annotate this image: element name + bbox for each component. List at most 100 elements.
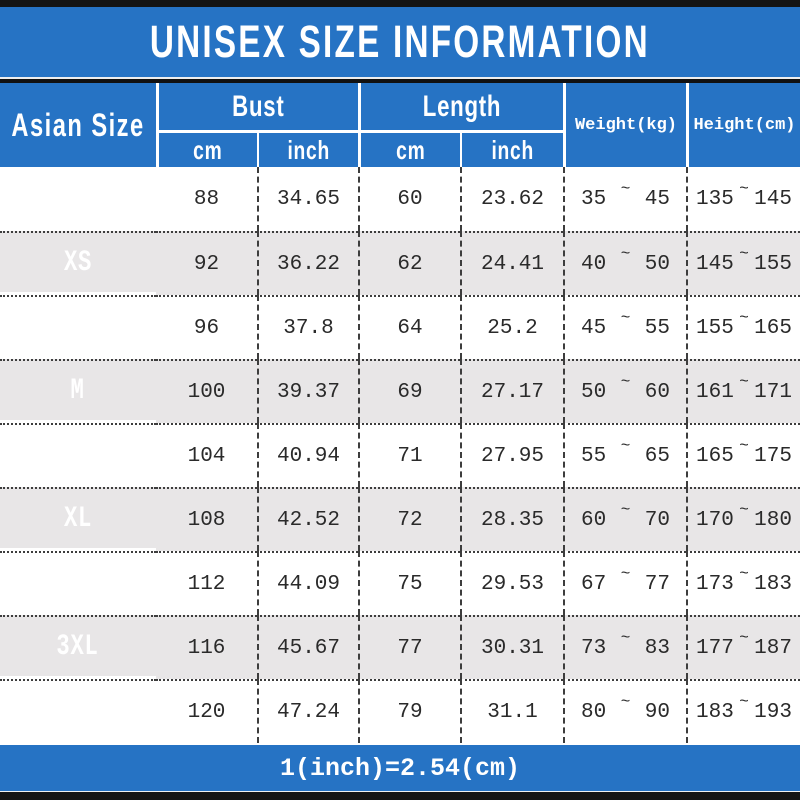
length-cm-cell: 72: [358, 487, 460, 551]
length-inch-cell: 27.17: [460, 359, 563, 423]
length-cm-cell: 69: [358, 359, 460, 423]
conversion-note: 1(inch)=2.54(cm): [279, 753, 521, 783]
size-cell: S: [0, 295, 156, 359]
bust-cm-cell: 96: [156, 295, 257, 359]
header-bust-group: Bust: [156, 83, 358, 130]
bust-cm-cell: 88: [156, 167, 257, 231]
tilde-glyph: ~: [739, 180, 749, 198]
weight-cell: 55 ~65: [563, 423, 686, 487]
tilde-glyph: ~: [620, 245, 631, 263]
bust-inch-cell: 34.65: [257, 167, 358, 231]
table-row-m: M 100 39.37 69 27.17 50 ~60 161 ~171: [0, 359, 800, 423]
table-row-l: L 104 40.94 71 27.95 55 ~65 165 ~175: [0, 423, 800, 487]
tilde-glyph: ~: [620, 373, 631, 391]
bust-inch-cell: 39.37: [257, 359, 358, 423]
tilde-glyph: ~: [620, 180, 631, 198]
weight-cell: 80 ~90: [563, 679, 686, 743]
length-cm-cell: 62: [358, 231, 460, 295]
tilde-glyph: ~: [739, 309, 749, 327]
bust-cm-cell: 108: [156, 487, 257, 551]
header-bust-inch: inch: [257, 130, 358, 167]
size-cell: XXL: [0, 551, 156, 615]
conversion-note-bar: 1(inch)=2.54(cm): [0, 743, 800, 791]
length-inch-cell: 31.1: [460, 679, 563, 743]
length-cm-cell: 64: [358, 295, 460, 359]
length-cm-cell: 79: [358, 679, 460, 743]
weight-cell: 40 ~50: [563, 231, 686, 295]
bust-cm-cell: 100: [156, 359, 257, 423]
length-cm-cell: 77: [358, 615, 460, 679]
size-cell: L: [0, 423, 156, 487]
tilde-glyph: ~: [739, 565, 749, 583]
weight-cell: 50 ~60: [563, 359, 686, 423]
tilde-glyph: ~: [620, 309, 631, 327]
header-asian-size: Asian Size: [11, 106, 145, 143]
table-row-xxs: XXS 88 34.65 60 23.62 35 ~45 135 ~145: [0, 167, 800, 231]
bust-inch-cell: 37.8: [257, 295, 358, 359]
bust-inch-cell: 36.22: [257, 231, 358, 295]
weight-cell: 45 ~55: [563, 295, 686, 359]
tilde-glyph: ~: [739, 245, 749, 263]
table-row-s: S 96 37.8 64 25.2 45 ~55 155 ~165: [0, 295, 800, 359]
bust-cm-cell: 92: [156, 231, 257, 295]
length-inch-cell: 25.2: [460, 295, 563, 359]
length-inch-cell: 27.95: [460, 423, 563, 487]
height-cell: 173 ~183: [686, 551, 800, 615]
weight-cell: 67 ~77: [563, 551, 686, 615]
title-banner: UNISEX SIZE INFORMATION: [0, 7, 800, 77]
size-cell: XL: [0, 487, 156, 551]
length-inch-cell: 28.35: [460, 487, 563, 551]
bust-cm-cell: 116: [156, 615, 257, 679]
tilde-glyph: ~: [739, 501, 749, 519]
tilde-glyph: ~: [620, 437, 631, 455]
bust-cm-cell: 112: [156, 551, 257, 615]
bust-cm-cell: 104: [156, 423, 257, 487]
height-cell: 161 ~171: [686, 359, 800, 423]
length-cm-cell: 60: [358, 167, 460, 231]
table-row-xxl: XXL 112 44.09 75 29.53 67 ~77 173 ~183: [0, 551, 800, 615]
length-cm-cell: 71: [358, 423, 460, 487]
size-cell: XS: [0, 231, 156, 295]
bust-cm-cell: 120: [156, 679, 257, 743]
table-row-4xl: 4XL 120 47.24 79 31.1 80 ~90 183 ~193: [0, 679, 800, 743]
header-bust-cm: cm: [156, 130, 257, 167]
tilde-glyph: ~: [620, 501, 631, 519]
bust-inch-cell: 45.67: [257, 615, 358, 679]
bust-inch-cell: 44.09: [257, 551, 358, 615]
bust-inch-cell: 40.94: [257, 423, 358, 487]
weight-cell: 60 ~70: [563, 487, 686, 551]
header-length-inch: inch: [460, 130, 563, 167]
tilde-glyph: ~: [739, 693, 749, 711]
header-length-cm: cm: [358, 130, 460, 167]
length-inch-cell: 23.62: [460, 167, 563, 231]
length-cm-cell: 75: [358, 551, 460, 615]
table-header: Asian Size Bust Length Weight(kg) Height…: [0, 83, 800, 167]
bust-inch-cell: 47.24: [257, 679, 358, 743]
tilde-glyph: ~: [620, 693, 631, 711]
header-height: Height(cm): [686, 83, 800, 167]
bottom-black-strip: [0, 791, 800, 800]
length-inch-cell: 24.41: [460, 231, 563, 295]
table-row-3xl: 3XL 116 45.67 77 30.31 73 ~83 177 ~187: [0, 615, 800, 679]
size-cell: 4XL: [0, 679, 156, 743]
height-cell: 145 ~155: [686, 231, 800, 295]
table-row-xs: XS 92 36.22 62 24.41 40 ~50 145 ~155: [0, 231, 800, 295]
size-cell: M: [0, 359, 156, 423]
header-weight: Weight(kg): [563, 83, 686, 167]
length-inch-cell: 30.31: [460, 615, 563, 679]
size-cell: 3XL: [0, 615, 156, 679]
bust-inch-cell: 42.52: [257, 487, 358, 551]
height-cell: 183 ~193: [686, 679, 800, 743]
page-title: UNISEX SIZE INFORMATION: [149, 16, 651, 67]
tilde-glyph: ~: [620, 565, 631, 583]
size-cell: XXS: [0, 167, 156, 231]
table-row-xl: XL 108 42.52 72 28.35 60 ~70 170 ~180: [0, 487, 800, 551]
table-body: XXS 88 34.65 60 23.62 35 ~45 135 ~145 XS 9…: [0, 167, 800, 743]
title-separator: [0, 77, 800, 83]
length-inch-cell: 29.53: [460, 551, 563, 615]
height-cell: 177 ~187: [686, 615, 800, 679]
weight-cell: 35 ~45: [563, 167, 686, 231]
tilde-glyph: ~: [739, 629, 749, 647]
height-cell: 135 ~145: [686, 167, 800, 231]
tilde-glyph: ~: [620, 629, 631, 647]
